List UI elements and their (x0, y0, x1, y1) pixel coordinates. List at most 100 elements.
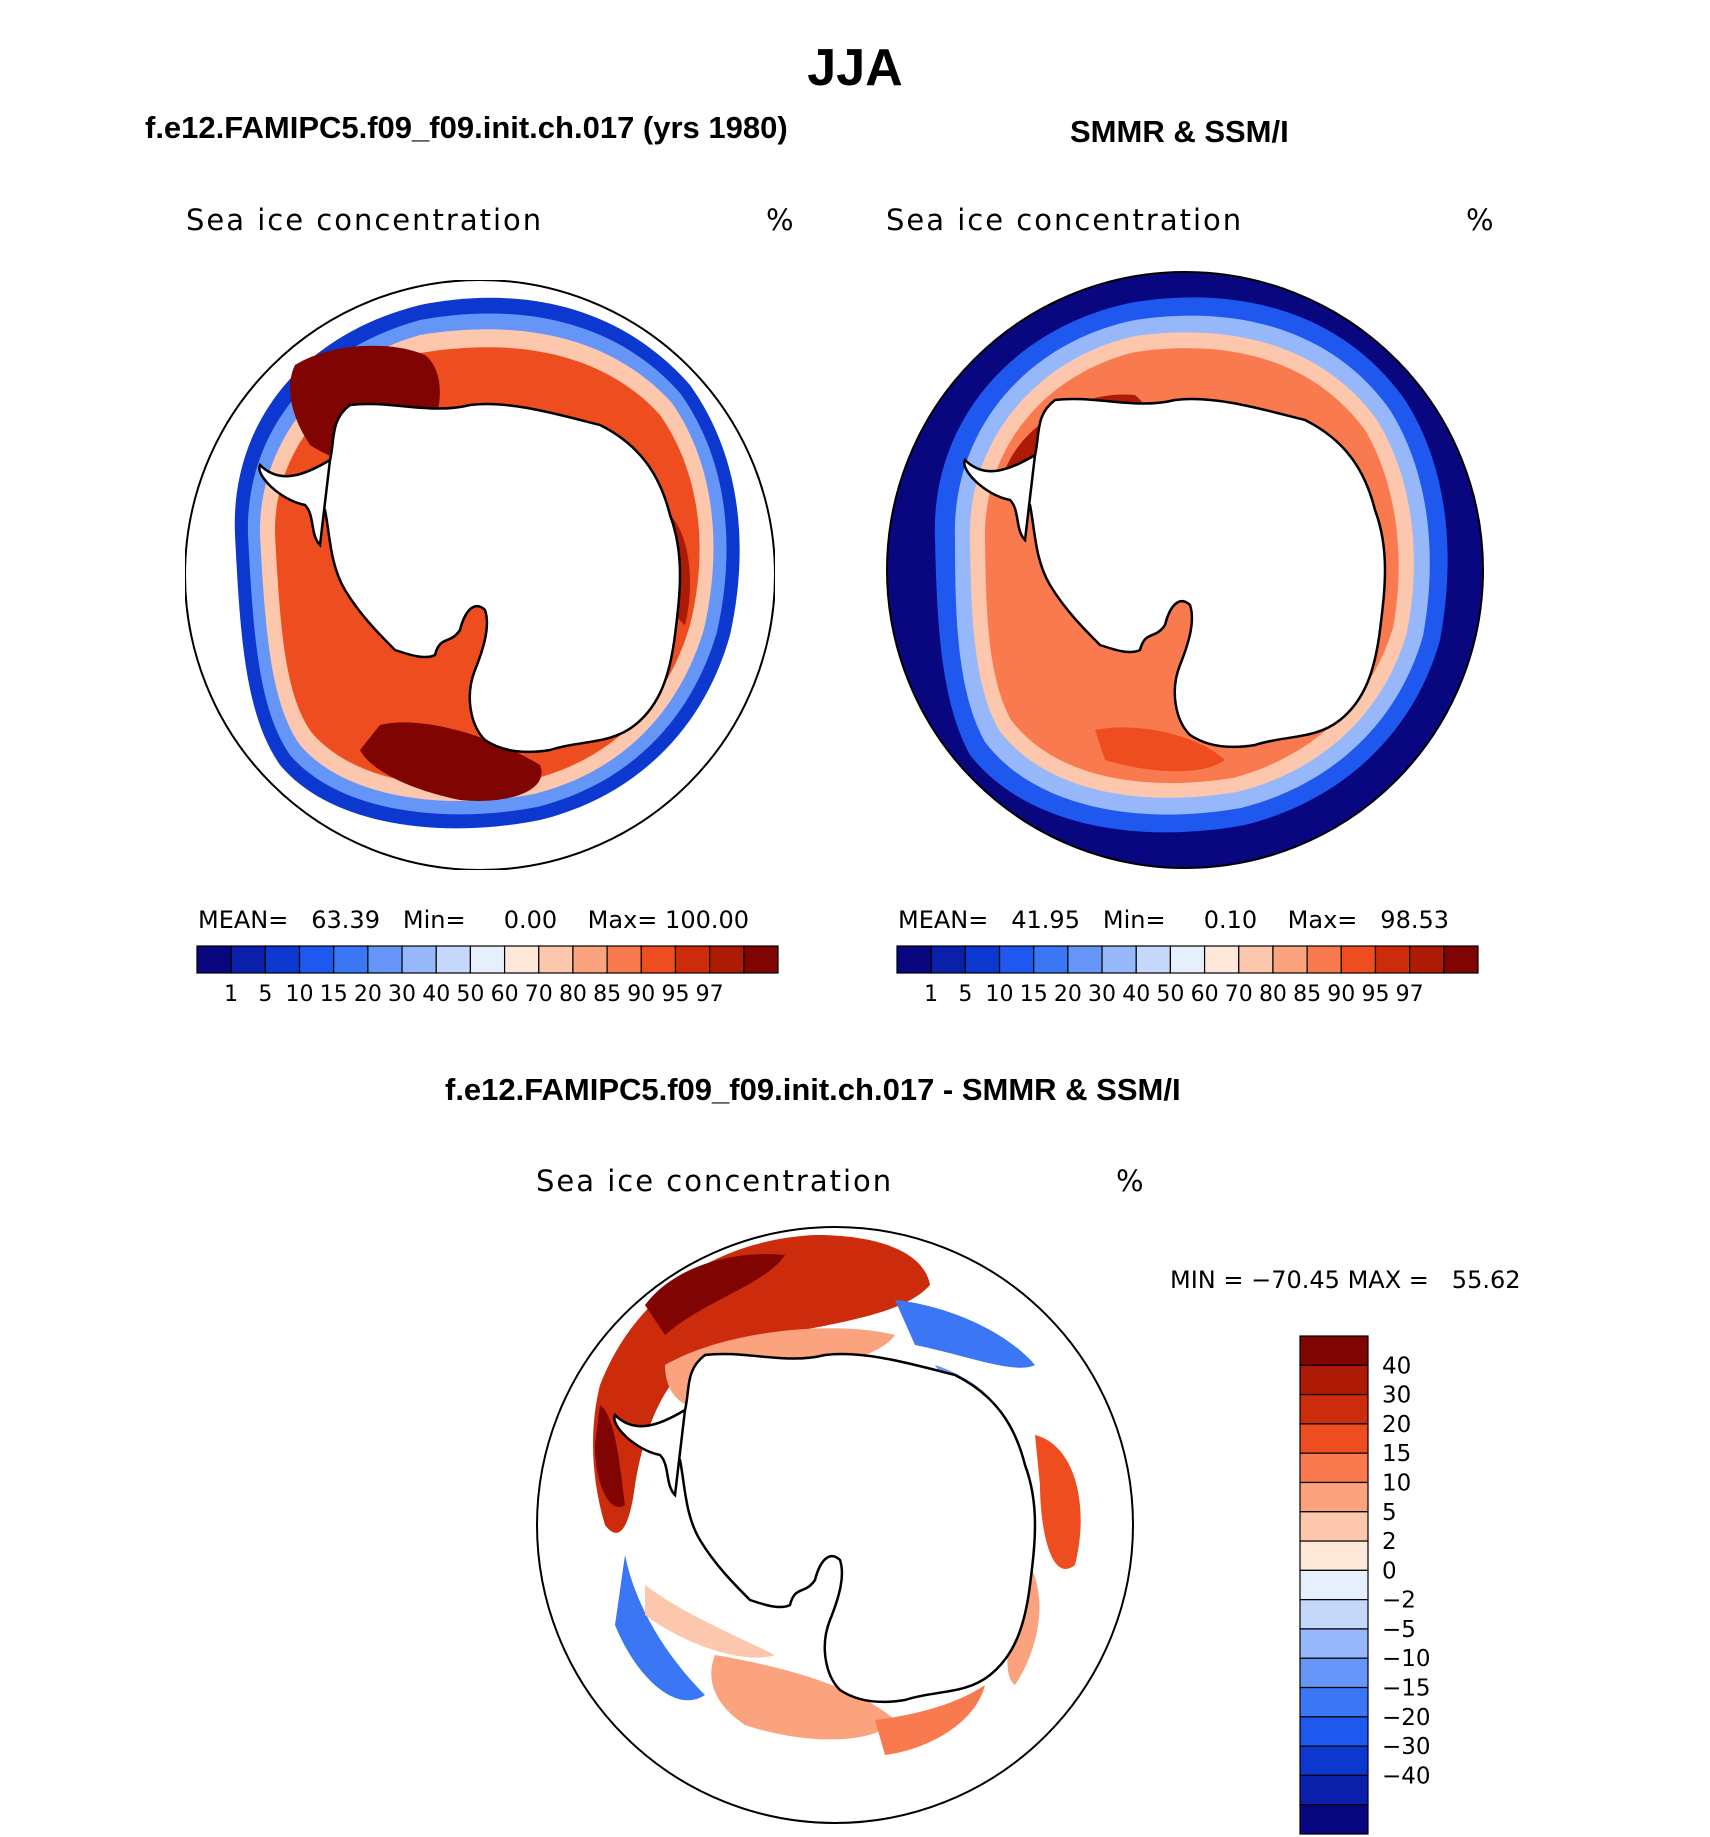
obs-colorbar-swatch (998, 945, 1035, 974)
obs-colorbar-swatch (1203, 945, 1240, 974)
model-max-value: 100.00 (665, 906, 750, 934)
obs-colorbar-swatch (1033, 945, 1069, 974)
obs-colorbar-swatch (1340, 945, 1377, 974)
diff-min-label: MIN = (1170, 1266, 1244, 1294)
obs-colorbar-swatch (964, 945, 1001, 974)
model-colorbar-swatch (538, 945, 574, 974)
diff-colorbar-swatch (1299, 1540, 1369, 1571)
diff-colorbar-swatch (1299, 1569, 1369, 1601)
model-colorbar-tick-label: 40 (422, 982, 450, 1007)
diff-colorbar-tick-label: −30 (1382, 1734, 1431, 1760)
model-colorbar-swatch (333, 945, 369, 974)
obs-colorbar-tick-label: 80 (1259, 982, 1287, 1007)
obs-colorbar-swatch (1443, 945, 1479, 974)
obs-colorbar-swatch (1067, 945, 1103, 974)
model-colorbar-tick-label: 10 (286, 982, 314, 1007)
obs-colorbar-tick-label: 97 (1396, 982, 1424, 1007)
model-units: % (766, 203, 796, 237)
obs-colorbar-tick-label: 60 (1191, 982, 1219, 1007)
model-colorbar-swatch (572, 945, 608, 974)
model-colorbar-tick-label: 80 (559, 982, 587, 1007)
diff-max-value: 55.62 (1451, 1266, 1521, 1294)
obs-stats: MEAN= 41.95 Min= 0.10 Max= 98.53 (898, 906, 1449, 934)
model-colorbar-tick-label: 20 (354, 982, 382, 1007)
obs-colorbar-swatch (1409, 945, 1445, 974)
diff-colorbar-tick-label: 15 (1382, 1441, 1411, 1467)
obs-colorbar-swatch (1272, 945, 1308, 974)
model-colorbar-swatch (743, 945, 779, 974)
obs-colorbar-swatch (930, 945, 966, 974)
diff-colorbar-swatch (1299, 1364, 1369, 1396)
diff-colorbar-tick-label: 40 (1382, 1353, 1411, 1379)
model-colorbar-swatch (709, 945, 745, 974)
obs-colorbar-swatch (1374, 945, 1411, 974)
diff-colorbar-swatch (1299, 1452, 1369, 1484)
model-max-label: Max= (587, 906, 658, 934)
obs-units: % (1466, 203, 1496, 237)
obs-mean-label: MEAN= (898, 906, 989, 934)
obs-colorbar-tick-label: 90 (1327, 982, 1355, 1007)
obs-colorbar-tick-label: 95 (1361, 982, 1389, 1007)
obs-plot-label: Sea ice concentration (886, 203, 1244, 237)
model-colorbar-swatch (469, 945, 506, 974)
diff-colorbar-tick-label: 30 (1382, 1383, 1411, 1409)
diff-colorbar-tick-label: 2 (1382, 1529, 1397, 1555)
obs-min-label: Min= (1102, 906, 1166, 934)
model-colorbar-tick-label: 70 (525, 982, 553, 1007)
obs-colorbar-tick-label: 70 (1225, 982, 1253, 1007)
model-colorbar-tick-label: 1 (224, 982, 238, 1007)
model-colorbar-tick-label: 15 (320, 982, 348, 1007)
obs-colorbar: 1 5 10 15 20 30 40 50 60 70 80 85 90 95 97 (896, 945, 1479, 1007)
obs-colorbar-swatch (1169, 945, 1206, 974)
model-stats: MEAN= 63.39 Min= 0.00 Max= 100.00 (198, 906, 749, 934)
diff-colorbar-tick-label: 5 (1382, 1500, 1397, 1526)
model-mean-value: 63.39 (311, 906, 380, 934)
diff-max-label: MAX = (1347, 1266, 1429, 1294)
obs-min-value: 0.10 (1203, 906, 1258, 934)
model-colorbar-swatch (606, 945, 642, 974)
diff-colorbar-tick-label: −10 (1382, 1646, 1431, 1672)
model-mean-label: MEAN= (198, 906, 289, 934)
diff-polar-map (536, 1226, 1134, 1824)
diff-colorbar-tick-label: −5 (1382, 1617, 1416, 1643)
model-colorbar-swatch (435, 945, 472, 974)
obs-colorbar-tick-label: 10 (986, 982, 1014, 1007)
model-colorbar: 1 5 10 15 20 30 40 50 60 70 80 85 90 95 97 (196, 945, 779, 1007)
model-colorbar-swatch (230, 945, 266, 974)
diff-colorbar-tick-label: −20 (1382, 1705, 1431, 1731)
model-panel-title: f.e12.FAMIPC5.f09_f09.init.ch.017 (yrs 1… (145, 110, 788, 145)
diff-panel-title: f.e12.FAMIPC5.f09_f09.init.ch.017 - SMMR… (445, 1072, 1181, 1107)
model-colorbar-tick-label: 30 (388, 982, 416, 1007)
diff-colorbar-swatch (1299, 1745, 1369, 1777)
obs-colorbar-swatch (1306, 945, 1342, 974)
diff-colorbar-swatch (1299, 1716, 1369, 1747)
diff-colorbar-swatch (1299, 1393, 1369, 1425)
model-colorbar-swatch (640, 945, 677, 974)
obs-panel-title: SMMR & SSM/I (1070, 114, 1289, 149)
model-min-label: Min= (402, 906, 466, 934)
obs-polar-map (886, 271, 1484, 869)
model-colorbar-tick-label: 50 (456, 982, 484, 1007)
diff-colorbar-swatch (1299, 1774, 1369, 1806)
model-colorbar-tick-label: 5 (258, 982, 272, 1007)
obs-colorbar-tick-label: 15 (1020, 982, 1048, 1007)
model-colorbar-tick-label: 85 (593, 982, 621, 1007)
model-colorbar-swatch (367, 945, 403, 974)
obs-max-label: Max= (1287, 906, 1358, 934)
model-colorbar-swatch (674, 945, 711, 974)
obs-colorbar-swatch (1135, 945, 1172, 974)
obs-mean-value: 41.95 (1011, 906, 1080, 934)
diff-colorbar-tick-label: −15 (1382, 1676, 1431, 1702)
diff-colorbar-swatch (1299, 1599, 1369, 1630)
obs-colorbar-swatch (1101, 945, 1137, 974)
diff-colorbar-tick-label: −40 (1382, 1763, 1431, 1789)
diff-colorbar-tick-label: −2 (1382, 1588, 1416, 1614)
model-colorbar-swatch (503, 945, 540, 974)
obs-max-value: 98.53 (1380, 906, 1450, 934)
diff-colorbar-swatch (1299, 1657, 1369, 1689)
diff-units: % (1116, 1164, 1146, 1198)
diff-colorbar-swatch (1299, 1628, 1369, 1659)
obs-colorbar-tick-label: 5 (958, 982, 972, 1007)
diff-colorbar-tick-label: 20 (1382, 1412, 1411, 1438)
